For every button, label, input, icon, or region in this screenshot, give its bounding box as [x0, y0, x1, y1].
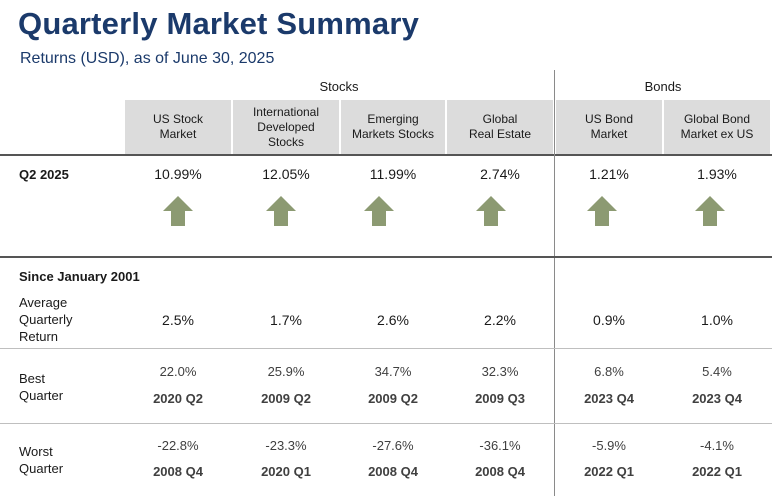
avg-value-real-estate: 2.2% [484, 312, 516, 328]
worst-value-global-bond: -4.1% [700, 438, 734, 453]
best-quarter-global-bond: 2023 Q4 [692, 391, 742, 406]
header-divider [0, 154, 772, 156]
column-header-us-bond-market: US Bond Market [556, 100, 662, 154]
page-subtitle: Returns (USD), as of June 30, 2025 [20, 50, 275, 67]
up-arrow-icon [364, 196, 394, 226]
best-value-us-stock: 22.0% [159, 364, 197, 379]
stocks-bonds-divider [554, 70, 555, 496]
up-arrow-icon [266, 196, 296, 226]
row-divider [0, 348, 772, 349]
q2-value-emerging: 11.99% [369, 166, 417, 182]
best-quarter-us-bond: 2023 Q4 [584, 391, 634, 406]
worst-value-intl-developed: -23.3% [265, 438, 307, 453]
q2-value-us-stock: 10.99% [154, 166, 202, 182]
page-title: Quarterly Market Summary [18, 6, 420, 41]
column-header-international-developed: International Developed Stocks [233, 100, 339, 154]
avg-value-global-bond: 1.0% [701, 312, 733, 328]
worst-quarter-real-estate: 2008 Q4 [475, 464, 525, 479]
worst-value-emerging: -27.6% [372, 438, 414, 453]
column-header-global-real-estate: Global Real Estate [447, 100, 553, 154]
best-value-intl-developed: 25.9% [267, 364, 305, 379]
group-label-stocks: Stocks [319, 79, 359, 94]
section-divider [0, 256, 772, 258]
section-label-since-2001: Since January 2001 [19, 269, 140, 284]
worst-value-us-stock: -22.8% [157, 438, 199, 453]
up-arrow-icon [476, 196, 506, 226]
up-arrow-icon [695, 196, 725, 226]
q2-value-intl-developed: 12.05% [262, 166, 310, 182]
column-header-emerging-markets: Emerging Markets Stocks [341, 100, 445, 154]
best-quarter-real-estate: 2009 Q3 [475, 391, 525, 406]
q2-value-real-estate: 2.74% [480, 166, 520, 182]
column-header-us-stock-market: US Stock Market [125, 100, 231, 154]
row-label-worst-quarter: Worst Quarter [19, 444, 64, 476]
worst-quarter-us-stock: 2008 Q4 [153, 464, 203, 479]
avg-value-intl-developed: 1.7% [270, 312, 302, 328]
worst-quarter-global-bond: 2022 Q1 [692, 464, 742, 479]
best-value-global-bond: 5.4% [702, 364, 732, 379]
avg-value-emerging: 2.6% [377, 312, 409, 328]
row-label-q2: Q2 2025 [19, 167, 69, 182]
up-arrow-icon [587, 196, 617, 226]
avg-value-us-bond: 0.9% [593, 312, 625, 328]
best-quarter-intl-developed: 2009 Q2 [261, 391, 311, 406]
worst-quarter-us-bond: 2022 Q1 [584, 464, 634, 479]
column-header-global-bond-ex-us: Global Bond Market ex US [664, 100, 770, 154]
q2-value-global-bond: 1.93% [697, 166, 737, 182]
row-label-average-quarterly-return: Average Quarterly Return [19, 295, 73, 344]
worst-value-us-bond: -5.9% [592, 438, 626, 453]
best-value-us-bond: 6.8% [594, 364, 624, 379]
best-value-real-estate: 32.3% [481, 364, 519, 379]
group-label-bonds: Bonds [644, 79, 682, 94]
up-arrow-icon [163, 196, 193, 226]
row-divider [0, 423, 772, 424]
q2-value-us-bond: 1.21% [589, 166, 629, 182]
worst-value-real-estate: -36.1% [479, 438, 521, 453]
worst-quarter-emerging: 2008 Q4 [368, 464, 418, 479]
best-value-emerging: 34.7% [374, 364, 412, 379]
best-quarter-us-stock: 2020 Q2 [153, 391, 203, 406]
worst-quarter-intl-developed: 2020 Q1 [261, 464, 311, 479]
row-label-best-quarter: Best Quarter [19, 371, 64, 403]
best-quarter-emerging: 2009 Q2 [368, 391, 418, 406]
avg-value-us-stock: 2.5% [162, 312, 194, 328]
